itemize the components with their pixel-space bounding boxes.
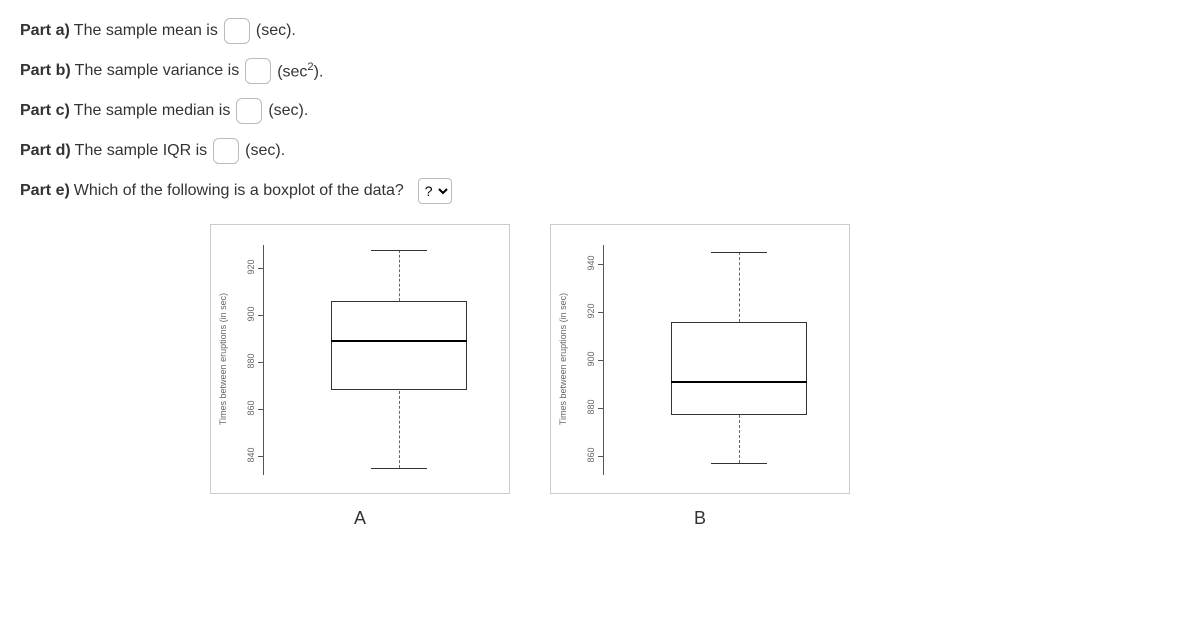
part-c-unit: (sec). xyxy=(268,102,308,120)
plots-row: Times between eruptions (in sec) 840 860 8… xyxy=(210,224,1180,529)
y-tick-label: 880 xyxy=(246,349,256,373)
plot-a-label: A xyxy=(354,508,366,529)
box-rect xyxy=(671,322,807,415)
part-a-input[interactable] xyxy=(224,18,250,44)
whisker-lower xyxy=(399,391,400,468)
part-a-unit: (sec). xyxy=(256,22,296,40)
whisker-upper xyxy=(399,250,400,302)
y-tick xyxy=(258,456,263,457)
plot-b-frame: Times between eruptions (in sec) 860 880 9… xyxy=(550,224,850,494)
y-tick-label: 920 xyxy=(246,255,256,279)
box-rect xyxy=(331,301,467,390)
y-tick xyxy=(598,264,603,265)
whisker-upper xyxy=(739,252,740,321)
part-b-unit: (sec2). xyxy=(277,61,323,81)
part-b-input[interactable] xyxy=(245,58,271,84)
part-b-text: The sample variance is xyxy=(75,62,240,80)
y-tick xyxy=(598,456,603,457)
y-axis-line xyxy=(603,245,604,475)
y-tick xyxy=(258,362,263,363)
plot-a-frame: Times between eruptions (in sec) 840 860 8… xyxy=(210,224,510,494)
part-e-label: Part e) xyxy=(20,182,70,200)
part-d-label: Part d) xyxy=(20,142,71,160)
y-tick-label: 840 xyxy=(246,443,256,467)
y-tick xyxy=(258,409,263,410)
part-a-label: Part a) xyxy=(20,22,70,40)
y-tick-label: 860 xyxy=(586,443,596,467)
plot-a-block: Times between eruptions (in sec) 840 860 8… xyxy=(210,224,510,529)
y-tick-label: 860 xyxy=(246,396,256,420)
y-tick xyxy=(598,408,603,409)
part-a-text: The sample mean is xyxy=(74,22,218,40)
whisker-cap-upper xyxy=(371,250,427,251)
plot-a-axis-title: Times between eruptions (in sec) xyxy=(218,293,228,425)
part-c-label: Part c) xyxy=(20,102,70,120)
part-d-row: Part d) The sample IQR is (sec). xyxy=(20,138,1180,164)
median-line xyxy=(331,340,467,342)
y-tick-label: 880 xyxy=(586,395,596,419)
part-e-select[interactable]: ? xyxy=(418,178,452,204)
part-c-text: The sample median is xyxy=(74,102,231,120)
y-tick-label: 900 xyxy=(246,302,256,326)
y-tick xyxy=(258,268,263,269)
part-e-row: Part e) Which of the following is a boxp… xyxy=(20,178,1180,204)
part-e-text: Which of the following is a boxplot of t… xyxy=(74,182,404,200)
whisker-cap-lower xyxy=(371,468,427,469)
y-tick-label: 900 xyxy=(586,347,596,371)
y-tick xyxy=(598,312,603,313)
part-a-row: Part a) The sample mean is (sec). xyxy=(20,18,1180,44)
part-b-label: Part b) xyxy=(20,62,71,80)
whisker-cap-lower xyxy=(711,463,767,464)
median-line xyxy=(671,381,807,383)
y-tick xyxy=(598,360,603,361)
part-c-row: Part c) The sample median is (sec). xyxy=(20,98,1180,124)
y-tick-label: 920 xyxy=(586,299,596,323)
y-tick-label: 940 xyxy=(586,251,596,275)
part-b-row: Part b) The sample variance is (sec2). xyxy=(20,58,1180,84)
part-d-unit: (sec). xyxy=(245,142,285,160)
whisker-cap-upper xyxy=(711,252,767,253)
part-d-input[interactable] xyxy=(213,138,239,164)
y-tick xyxy=(258,315,263,316)
part-d-text: The sample IQR is xyxy=(75,142,207,160)
whisker-lower xyxy=(739,415,740,463)
plot-b-axis-title: Times between eruptions (in sec) xyxy=(558,293,568,425)
plot-b-label: B xyxy=(694,508,706,529)
part-c-input[interactable] xyxy=(236,98,262,124)
plot-b-block: Times between eruptions (in sec) 860 880 9… xyxy=(550,224,850,529)
y-axis-line xyxy=(263,245,264,475)
